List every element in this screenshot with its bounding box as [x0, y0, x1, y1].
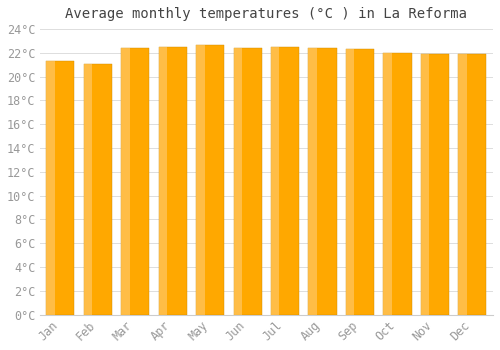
Bar — [421, 54, 430, 315]
Bar — [121, 48, 130, 315]
Bar — [196, 44, 204, 315]
Bar — [196, 44, 224, 315]
Bar — [84, 64, 112, 315]
Bar — [271, 47, 280, 315]
Bar — [234, 48, 262, 315]
Bar — [346, 49, 374, 315]
Bar — [46, 61, 74, 315]
Bar — [421, 54, 449, 315]
Bar — [308, 48, 317, 315]
Bar — [158, 47, 167, 315]
Bar — [46, 61, 54, 315]
Bar — [458, 54, 467, 315]
Bar — [384, 53, 411, 315]
Title: Average monthly temperatures (°C ) in La Reforma: Average monthly temperatures (°C ) in La… — [66, 7, 468, 21]
Bar — [458, 54, 486, 315]
Bar — [384, 53, 392, 315]
Bar — [84, 64, 92, 315]
Bar — [308, 48, 336, 315]
Bar — [234, 48, 242, 315]
Bar — [121, 48, 149, 315]
Bar — [271, 47, 299, 315]
Bar — [158, 47, 186, 315]
Bar — [346, 49, 354, 315]
